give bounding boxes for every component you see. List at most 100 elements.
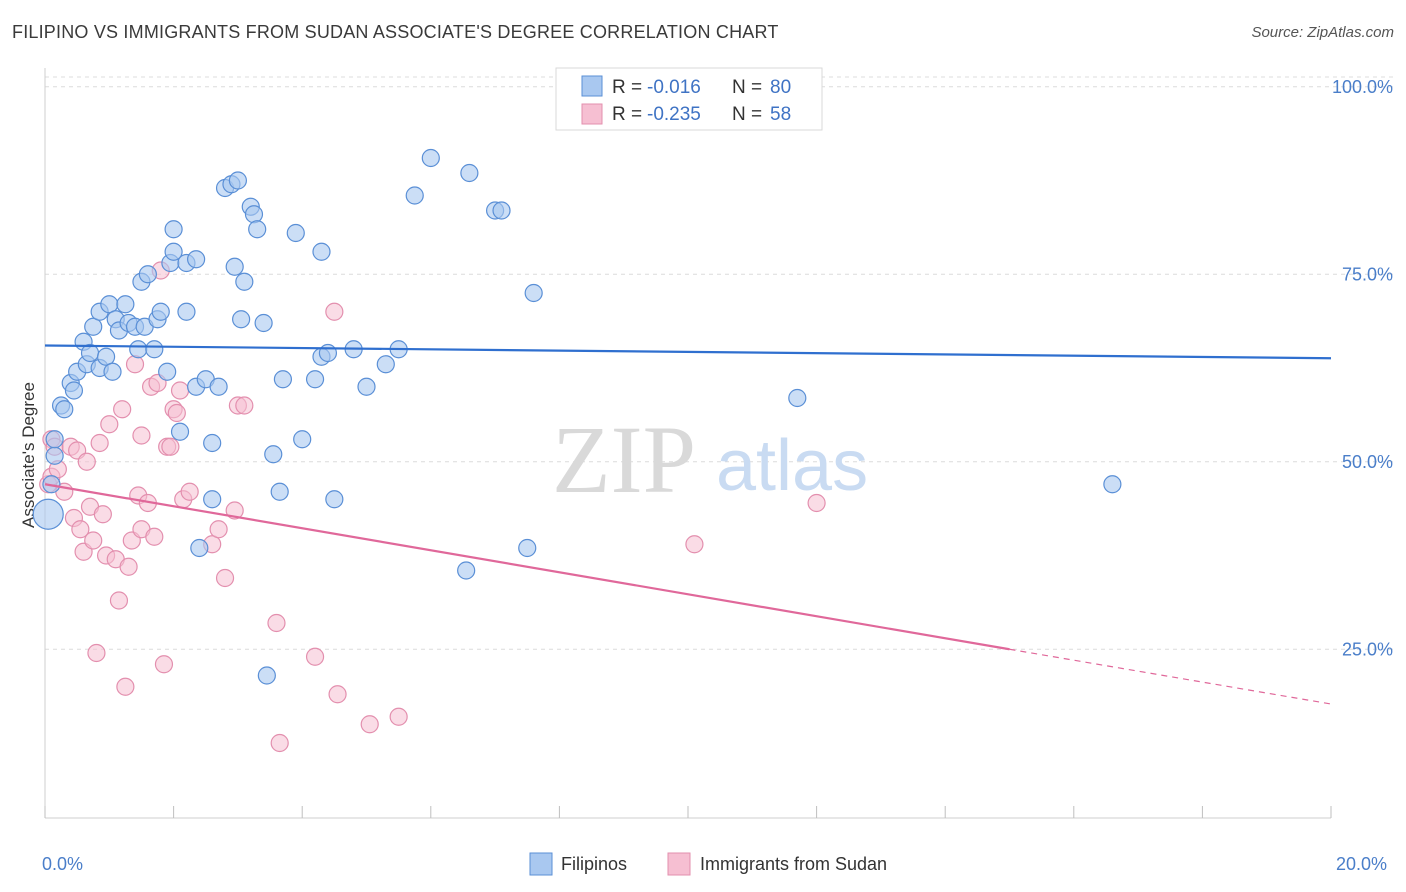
sudan-point xyxy=(180,482,199,501)
filipinos-point xyxy=(203,490,222,509)
filipinos-point xyxy=(325,490,344,509)
source-credit: Source: ZipAtlas.com xyxy=(1251,24,1394,41)
gridlines xyxy=(45,76,1393,650)
sudan-point xyxy=(71,520,90,539)
series-filipinos-points xyxy=(32,148,1122,685)
sudan-point xyxy=(90,433,109,453)
filipinos-point xyxy=(524,283,543,303)
y-tick-label: 25.0% xyxy=(1342,639,1393,659)
sudan-point xyxy=(119,557,138,576)
filipinos-point xyxy=(64,381,84,400)
filipinos-point xyxy=(273,370,293,389)
filipinos-point xyxy=(257,666,276,685)
filipinos-point xyxy=(129,340,148,359)
filipinos-point xyxy=(460,163,479,183)
filipinos-point xyxy=(138,265,157,284)
filipinos-point xyxy=(145,340,164,359)
filipinos-point xyxy=(421,148,440,168)
watermark-atlas: atlas xyxy=(716,426,868,506)
filipinos-point xyxy=(244,205,264,224)
sudan-point xyxy=(87,643,106,663)
filipinos-point xyxy=(235,272,254,291)
filipinos-point xyxy=(492,201,511,220)
y-axis-title: Associate's Degree xyxy=(19,382,38,528)
sudan-point xyxy=(807,493,826,513)
sudan-point xyxy=(125,355,145,374)
legend-swatch-sudan xyxy=(581,103,603,125)
sudan-trend-extension xyxy=(1009,648,1332,705)
legend-n-value-1: 80 xyxy=(770,77,791,98)
y-tick-labels: 25.0% 50.0% 75.0% 100.0% xyxy=(1332,77,1393,660)
filipinos-point xyxy=(84,317,103,336)
sudan-point xyxy=(132,426,151,445)
series-legend: Filipinos Immigrants from Sudan xyxy=(529,852,887,876)
sudan-point xyxy=(93,505,112,524)
filipinos-point xyxy=(248,220,267,239)
sudan-trend-line xyxy=(44,483,1010,651)
sudan-point xyxy=(215,568,235,588)
filipinos-point xyxy=(788,388,807,408)
sudan-point xyxy=(270,733,289,753)
filipinos-point xyxy=(187,250,206,269)
sudan-point xyxy=(170,381,190,400)
sudan-point xyxy=(77,452,96,471)
filipinos-point xyxy=(225,257,244,276)
filipinos-point xyxy=(203,433,222,453)
legend-r-value-1: -0.016 xyxy=(647,77,701,98)
filipinos-point xyxy=(457,561,476,580)
sudan-point xyxy=(235,396,254,415)
x-tick-label-min: 0.0% xyxy=(42,854,83,874)
stats-legend: R = -0.016 N = 80 R = -0.235 N = 58 xyxy=(555,67,823,131)
sudan-point xyxy=(84,531,103,550)
legend-swatch-filipinos xyxy=(581,75,603,97)
filipinos-point xyxy=(96,347,116,366)
filipinos-point xyxy=(518,538,537,558)
legend-r-label-2: R = xyxy=(612,104,642,125)
series-sudan-points xyxy=(39,261,826,753)
sudan-point xyxy=(225,501,244,520)
watermark-zip: ZIP xyxy=(552,406,696,513)
bottom-legend-label-sudan: Immigrants from Sudan xyxy=(700,854,887,874)
filipinos-point xyxy=(376,355,395,374)
filipinos-point xyxy=(286,223,305,243)
legend-n-label-2: N = xyxy=(732,104,762,125)
filipinos-trend-line xyxy=(44,344,1332,360)
filipinos-point xyxy=(151,302,170,321)
sudan-point xyxy=(161,437,180,456)
sudan-point xyxy=(209,520,228,539)
filipinos-point xyxy=(32,498,64,530)
filipinos-point xyxy=(103,362,122,381)
sudan-point xyxy=(305,647,325,666)
filipinos-point xyxy=(45,430,64,449)
filipinos-point xyxy=(232,310,251,329)
sudan-point xyxy=(267,613,286,633)
filipinos-point xyxy=(209,377,228,396)
legend-n-value-2: 58 xyxy=(770,104,791,125)
sudan-point xyxy=(109,591,129,610)
filipinos-point xyxy=(312,242,331,261)
sudan-point xyxy=(113,400,132,419)
legend-r-value-2: -0.235 xyxy=(647,104,701,125)
filipinos-point xyxy=(177,302,196,321)
filipinos-point xyxy=(254,313,273,333)
filipinos-point xyxy=(55,400,74,419)
sudan-point xyxy=(100,415,119,434)
y-tick-label: 100.0% xyxy=(1332,77,1393,97)
filipinos-point xyxy=(116,295,135,314)
filipinos-point xyxy=(305,370,325,389)
filipinos-point xyxy=(264,445,283,464)
filipinos-point xyxy=(318,343,338,363)
sudan-point xyxy=(685,535,704,554)
filipinos-point xyxy=(1103,475,1122,494)
sudan-point xyxy=(325,302,344,321)
sudan-point xyxy=(145,527,164,546)
filipinos-point xyxy=(270,482,289,501)
x-tick-label-max: 20.0% xyxy=(1336,854,1387,874)
filipinos-point xyxy=(228,171,247,190)
filipinos-point xyxy=(45,446,64,465)
filipinos-point xyxy=(170,422,190,441)
filipinos-point xyxy=(405,186,424,205)
filipinos-point xyxy=(190,538,209,558)
sudan-point xyxy=(116,677,135,696)
